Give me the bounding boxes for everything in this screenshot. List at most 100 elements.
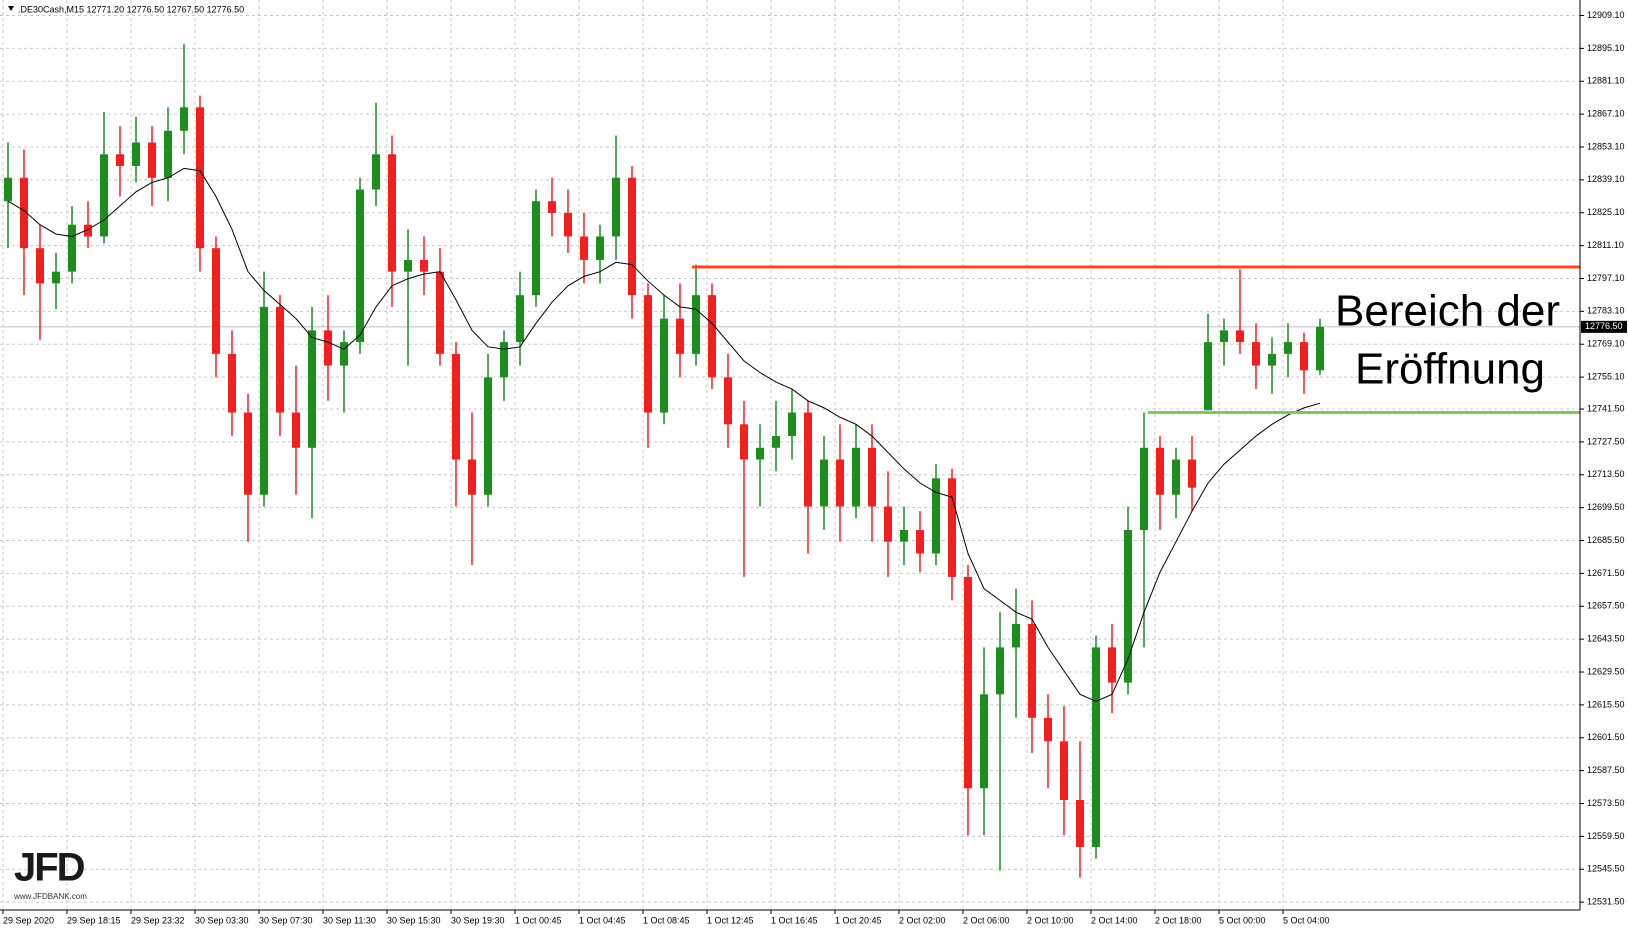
x-tick-label: 2 Oct 10:00 <box>1027 915 1074 925</box>
y-tick-label: 12909.10 <box>1587 10 1625 20</box>
candle-body <box>52 271 60 284</box>
y-tick-label: 12671.50 <box>1587 568 1625 578</box>
candle-body <box>68 224 76 272</box>
candle-body <box>1236 330 1244 343</box>
y-tick-label: 12713.50 <box>1587 469 1625 479</box>
candle-body <box>500 342 508 378</box>
x-tick-label: 1 Oct 16:45 <box>771 915 818 925</box>
candle-body <box>1300 342 1308 371</box>
candle-body <box>164 130 172 178</box>
x-tick-label: 1 Oct 04:45 <box>579 915 626 925</box>
candle-body <box>196 107 204 249</box>
candle-body <box>948 478 956 577</box>
logo: JFD <box>14 846 85 890</box>
x-tick-label: 2 Oct 02:00 <box>899 915 946 925</box>
candle-body <box>1092 647 1100 847</box>
chart-title: .DE30Cash,M15 12771.20 12776.50 12767.50… <box>18 4 244 14</box>
price-label: 12776.50 <box>1585 321 1623 331</box>
candle-body <box>404 259 412 272</box>
x-tick-label: 30 Sep 19:30 <box>451 915 505 925</box>
candle-body <box>1188 459 1196 488</box>
x-tick-label: 1 Oct 00:45 <box>515 915 562 925</box>
candle-body <box>644 295 652 413</box>
candle-body <box>820 459 828 507</box>
candle-body <box>276 306 284 413</box>
x-tick-label: 5 Oct 04:00 <box>1283 915 1330 925</box>
candle-body <box>132 142 140 167</box>
candle-body <box>964 576 972 789</box>
plot <box>4 43 1580 878</box>
candle-body <box>804 412 812 507</box>
candle-body <box>324 330 332 366</box>
y-tick-label: 12545.50 <box>1587 864 1625 874</box>
candle-body <box>436 271 444 354</box>
y-tick-label: 12769.10 <box>1587 339 1625 349</box>
y-tick-label: 12881.10 <box>1587 76 1625 86</box>
candle-body <box>1156 447 1164 495</box>
y-tick-label: 12755.10 <box>1587 371 1625 381</box>
candle-body <box>148 142 156 178</box>
y-tick-label: 12895.10 <box>1587 43 1625 53</box>
candle-body <box>1268 353 1276 366</box>
x-tick-label: 5 Oct 00:00 <box>1219 915 1266 925</box>
candle-body <box>484 377 492 495</box>
annotation: Eröffnung <box>1355 345 1545 394</box>
candle-body <box>180 107 188 131</box>
candle-body <box>1204 342 1212 411</box>
candle-body <box>740 424 748 460</box>
candle-body <box>884 506 892 542</box>
candle-body <box>836 459 844 507</box>
y-tick-label: 12531.50 <box>1587 897 1625 907</box>
candle-body <box>660 318 668 413</box>
candle-body <box>724 377 732 425</box>
candle-body <box>1316 326 1324 371</box>
y-tick-label: 12685.50 <box>1587 535 1625 545</box>
candle-body <box>1076 799 1084 847</box>
candle-body <box>612 177 620 237</box>
y-tick-label: 12657.50 <box>1587 601 1625 611</box>
y-tick-label: 12741.50 <box>1587 403 1625 413</box>
y-tick-label: 12643.50 <box>1587 634 1625 644</box>
y-tick-label: 12587.50 <box>1587 765 1625 775</box>
candle-body <box>388 154 396 272</box>
candle-body <box>4 177 12 202</box>
y-tick-label: 12853.10 <box>1587 141 1625 151</box>
x-tick-label: 29 Sep 23:32 <box>131 915 185 925</box>
candle-body <box>548 201 556 213</box>
candle-body <box>916 529 924 554</box>
candle-body <box>852 447 860 507</box>
x-tick-label: 29 Sep 18:15 <box>67 915 121 925</box>
candle-body <box>1108 647 1116 683</box>
x-tick-label: 1 Oct 20:45 <box>835 915 882 925</box>
x-tick-label: 29 Sep 2020 <box>3 915 54 925</box>
candle-body <box>532 201 540 296</box>
candle-body <box>580 236 588 260</box>
x-tick-label: 30 Sep 07:30 <box>259 915 313 925</box>
candle-body <box>244 412 252 495</box>
x-tick-label: 2 Oct 06:00 <box>963 915 1010 925</box>
candle-body <box>1028 623 1036 718</box>
x-tick-label: 2 Oct 14:00 <box>1091 915 1138 925</box>
candle-body <box>996 647 1004 695</box>
candle-body <box>292 412 300 448</box>
y-tick-label: 12699.50 <box>1587 502 1625 512</box>
price-box <box>1581 320 1627 333</box>
candle-body <box>564 212 572 237</box>
candle-body <box>20 177 28 249</box>
y-tick-label: 12783.10 <box>1587 306 1625 316</box>
candle-body <box>596 236 604 260</box>
y-tick-label: 12797.10 <box>1587 273 1625 283</box>
candle-body <box>516 295 524 343</box>
candle-body <box>308 330 316 448</box>
y-tick-label: 12727.50 <box>1587 436 1625 446</box>
y-tick-label: 12629.50 <box>1587 666 1625 676</box>
y-tick-label: 12825.10 <box>1587 207 1625 217</box>
candle-body <box>708 295 716 378</box>
x-tick-label: 30 Sep 03:30 <box>195 915 249 925</box>
candle-body <box>628 177 636 296</box>
candle-body <box>1140 447 1148 530</box>
candle-body <box>900 529 908 542</box>
moving-average <box>7 167 1321 702</box>
menu-arrow <box>8 6 14 11</box>
